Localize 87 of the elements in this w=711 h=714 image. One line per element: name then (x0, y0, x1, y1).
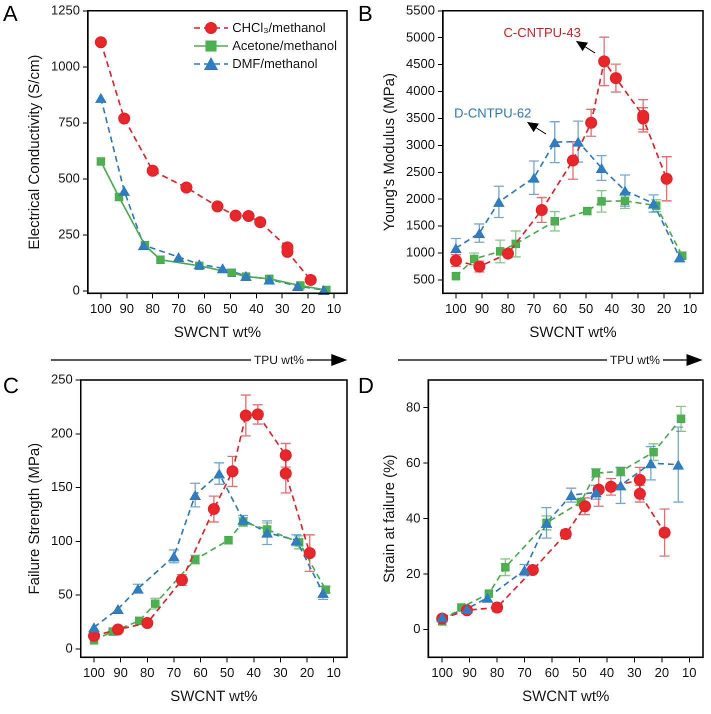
x-tick-label: 80 (145, 300, 160, 316)
legend-label: DMF/methanol (232, 54, 318, 73)
x-tick-label: 40 (249, 300, 264, 316)
y-tick-label: 250 (58, 226, 80, 242)
y-axis-title: Failure Strength (MPa) (26, 442, 44, 595)
y-tick-label: 3500 (406, 110, 435, 126)
y-tick-label: 750 (58, 114, 80, 130)
x-tick-label: 100 (83, 664, 105, 680)
x-tick-label: 40 (600, 664, 614, 680)
y-tick-label: 0 (72, 282, 80, 298)
x-tick-label: 20 (654, 664, 670, 680)
x-tick-label: 80 (140, 664, 154, 680)
y-tick-label: 5000 (406, 29, 435, 44)
text: TPU wt% (250, 353, 307, 367)
text: TPU wt% (606, 353, 663, 367)
x-tick-label: 70 (526, 300, 542, 316)
x-axis-title: SWCNT wt% (174, 324, 262, 342)
x-tick-label: 80 (500, 300, 516, 316)
annotation: D-CNTPU-62 (454, 106, 532, 121)
y-tick-label: 80 (406, 399, 420, 414)
x-tick-label: 30 (627, 664, 642, 680)
x-tick-label: 100 (431, 664, 454, 680)
x-tick-label: 70 (517, 664, 532, 680)
x-tick-label: 50 (223, 300, 238, 316)
x-tick-label: 60 (552, 300, 568, 316)
x-tick-label: 50 (578, 300, 594, 316)
x-tick-label: 70 (166, 664, 182, 680)
y-tick-label: 500 (58, 170, 80, 186)
y-tick-label: 2000 (406, 190, 435, 206)
y-tick-label: 60 (406, 454, 420, 470)
y-tick-label: 0 (413, 621, 420, 636)
y-tick-label: 5500 (406, 2, 435, 18)
x-tick-label: 40 (604, 300, 620, 316)
legend-label: Acetone/methanol (232, 36, 337, 55)
y-tick-label: 200 (50, 425, 73, 440)
x-tick-label: 30 (274, 300, 290, 316)
x-tick-label: 10 (682, 300, 698, 316)
x-tick-label: 60 (193, 664, 208, 680)
y-tick-label: 40 (406, 510, 420, 526)
y-tick-label: 50 (58, 586, 73, 602)
x-tick-label: 70 (171, 300, 186, 316)
x-tick-label: 90 (113, 664, 128, 680)
x-tick-label: 50 (572, 664, 587, 680)
y-axis-title: Young's Modulus (MPa) (381, 72, 398, 232)
x-tick-label: 20 (300, 664, 314, 680)
y-tick-label: 20 (406, 566, 420, 581)
chart-title: B (358, 1, 373, 26)
y-tick-label: 1250 (51, 2, 80, 18)
y-tick-label: 4500 (406, 56, 435, 72)
x-tick-label: 30 (273, 664, 288, 680)
y-tick-label: 1500 (406, 218, 435, 233)
y-tick-label: 1000 (51, 58, 80, 74)
chart-title: A (3, 1, 18, 26)
y-tick-label: 500 (413, 272, 435, 287)
x-tick-label: 90 (462, 664, 477, 680)
chart-title: D (358, 373, 374, 398)
annotation: C-CNTPU-43 (504, 24, 581, 40)
x-tick-label: 50 (220, 664, 234, 680)
y-tick-label: 2500 (406, 164, 435, 179)
chart-title: C (3, 373, 19, 398)
x-tick-label: 10 (682, 664, 697, 680)
y-axis-title: Electrical Conductivity (S/cm) (26, 54, 44, 250)
x-tick-label: 10 (326, 300, 342, 316)
x-axis-title: SWCNT wt% (529, 324, 617, 342)
x-tick-label: 10 (326, 664, 341, 680)
x-tick-label: 100 (445, 300, 467, 316)
x-tick-label: 30 (630, 300, 646, 316)
y-tick-label: 3000 (406, 136, 435, 152)
x-axis-title: SWCNT wt% (522, 688, 610, 706)
x-tick-label: 90 (474, 300, 490, 316)
x-tick-label: 20 (300, 300, 316, 316)
y-tick-label: 1000 (406, 244, 435, 260)
x-tick-label: 90 (120, 300, 134, 316)
legend-label: CHCl₃/methanol (232, 18, 326, 37)
x-axis-title: SWCNT wt% (170, 688, 258, 706)
x-tick-label: 20 (656, 300, 672, 316)
y-axis-title: Strain at failure (%) (381, 454, 398, 583)
y-tick-label: 100 (50, 532, 73, 548)
x-tick-label: 60 (544, 664, 560, 680)
y-tick-label: 150 (50, 479, 73, 494)
x-tick-label: 100 (90, 300, 112, 316)
x-tick-label: 60 (197, 300, 212, 316)
y-tick-label: 250 (50, 372, 73, 387)
y-tick-label: 0 (65, 640, 73, 656)
x-tick-label: 40 (246, 664, 262, 680)
x-tick-label: 80 (490, 664, 504, 680)
y-tick-label: 4000 (406, 83, 435, 98)
